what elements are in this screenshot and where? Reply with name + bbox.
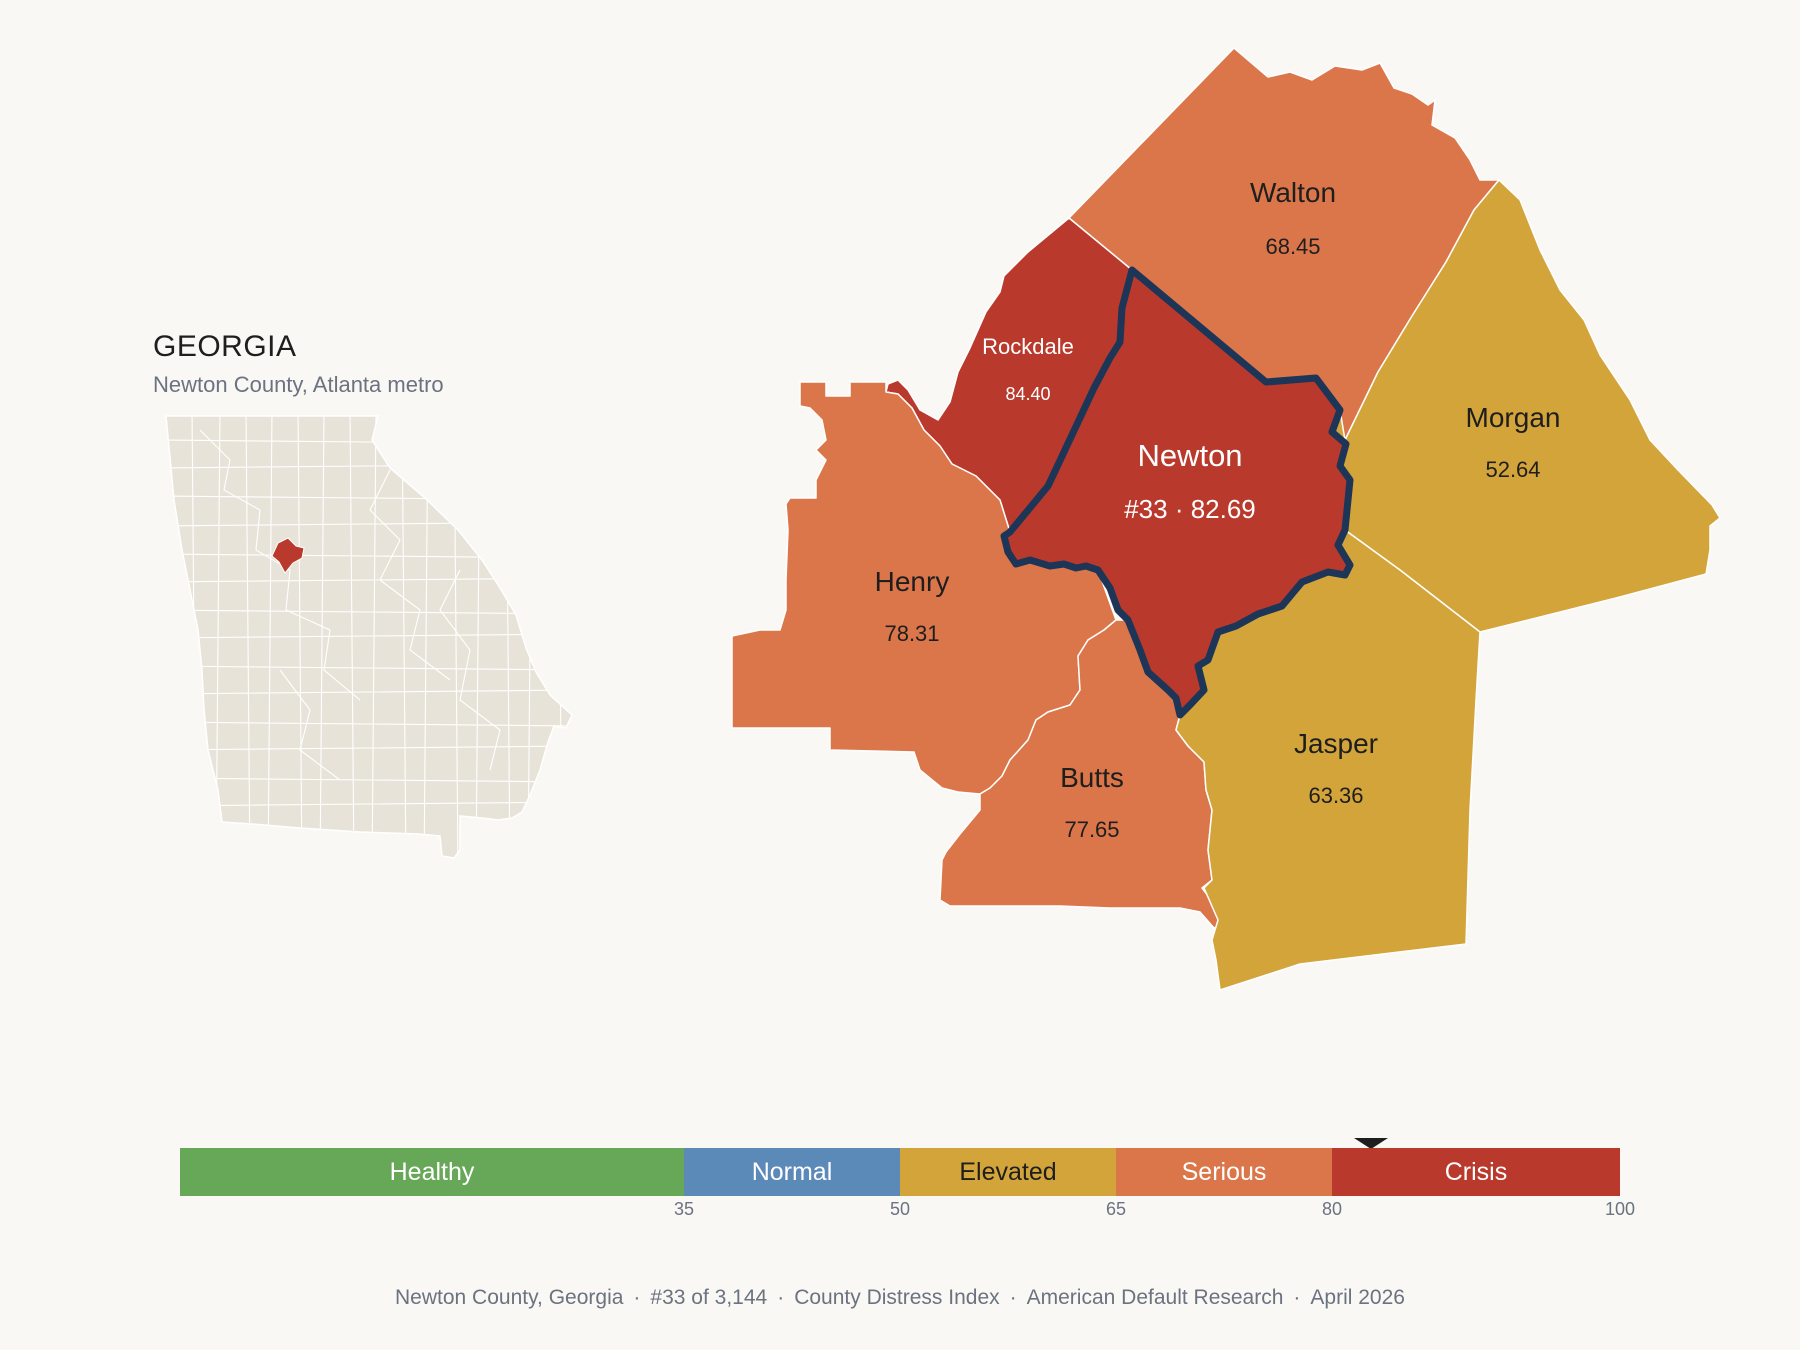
distress-scale-bar: Healthy Normal Elevated Serious Crisis — [180, 1148, 1620, 1196]
morgan-name-label: Morgan — [1466, 402, 1561, 433]
footer-credits: Newton County, Georgia · #33 of 3,144 · Coun… — [395, 1286, 1405, 1309]
jasper-name-label: Jasper — [1294, 728, 1378, 759]
scale-segment-healthy: Healthy — [180, 1148, 684, 1196]
score-marker-icon — [1354, 1138, 1388, 1149]
scale-segment-elevated: Elevated — [900, 1148, 1116, 1196]
scale-tick-50: 50 — [889, 1199, 911, 1219]
henry-value-label: 78.31 — [884, 621, 939, 646]
rockdale-value-label: 84.40 — [1005, 384, 1050, 404]
footer-source: American Default Research — [1026, 1286, 1284, 1309]
georgia-state-shape — [165, 415, 573, 859]
footer-county: Newton County, Georgia — [395, 1286, 624, 1309]
rockdale-name-label: Rockdale — [982, 334, 1074, 359]
scale-segment-crisis: Crisis — [1332, 1148, 1620, 1196]
henry-name-label: Henry — [875, 566, 950, 597]
newton-inset-highlight — [271, 537, 305, 574]
scale-tick-65: 65 — [1105, 1199, 1127, 1219]
walton-name-label: Walton — [1250, 177, 1336, 208]
state-subtitle: Newton County, Atlanta metro — [153, 372, 444, 397]
footer-rank: #33 of 3,144 — [650, 1286, 768, 1309]
regional-county-map: Walton 68.45 Rockdale 84.40 Newton #33 ·… — [731, 47, 1721, 991]
county-morgan[interactable] — [1331, 179, 1721, 633]
morgan-value-label: 52.64 — [1485, 457, 1540, 482]
scale-tick-35: 35 — [673, 1199, 695, 1219]
jasper-value-label: 63.36 — [1308, 783, 1363, 808]
newton-value-label: #33 · 82.69 — [1124, 494, 1256, 524]
scale-tick-100: 100 — [1604, 1199, 1636, 1219]
state-title: GEORGIA — [153, 330, 297, 363]
butts-name-label: Butts — [1060, 762, 1124, 793]
newton-highlight-border — [1000, 266, 1354, 719]
scale-segment-serious: Serious — [1116, 1148, 1332, 1196]
butts-value-label: 77.65 — [1064, 817, 1119, 842]
footer-date: April 2026 — [1310, 1286, 1405, 1309]
footer-index: County Distress Index — [794, 1286, 1000, 1309]
walton-value-label: 68.45 — [1265, 234, 1320, 259]
scale-tick-80: 80 — [1321, 1199, 1343, 1219]
scale-segment-normal: Normal — [684, 1148, 900, 1196]
georgia-inset-map — [165, 415, 573, 859]
newton-name-label: Newton — [1137, 438, 1242, 473]
